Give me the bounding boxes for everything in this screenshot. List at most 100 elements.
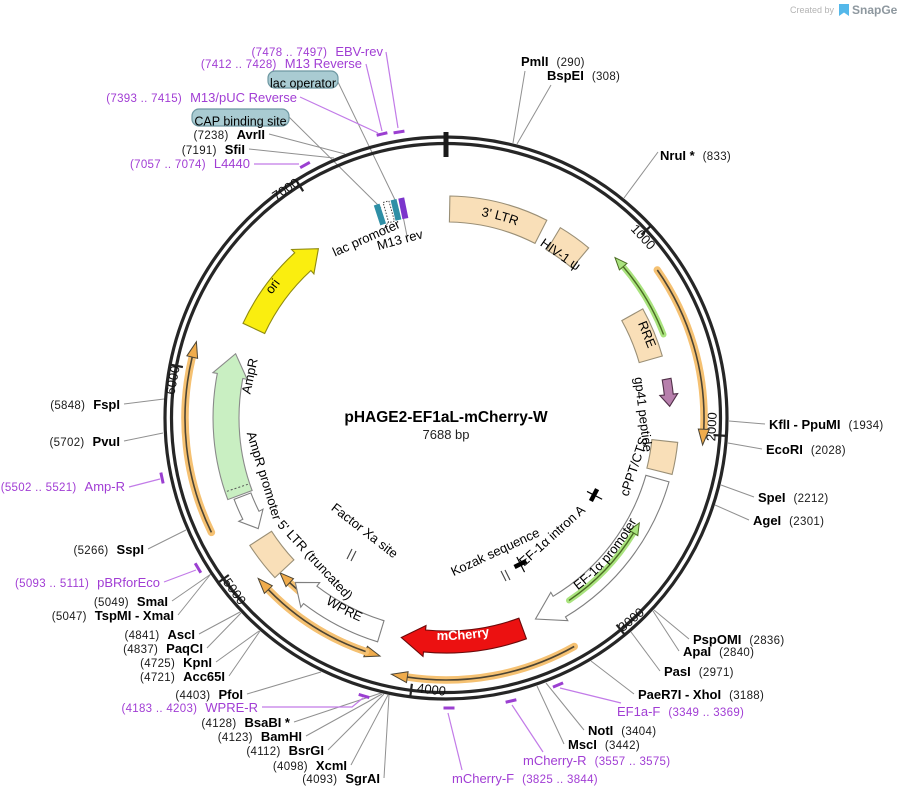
mini-block-lac-operator[interactable] bbox=[390, 198, 402, 221]
site-label-paer7i-xhoi-t1: (3188) bbox=[729, 690, 764, 702]
snapgene-brand-label-t0: SnapGene bbox=[852, 3, 898, 17]
mini-block-cap[interactable] bbox=[373, 203, 386, 226]
feature-ampr[interactable] bbox=[211, 352, 253, 501]
site-label-sspi-t1: SspI bbox=[117, 542, 144, 557]
site-label-bamhi[interactable]: (4123) BamHI bbox=[218, 729, 302, 744]
tick-label-1000-t0: 1000 bbox=[628, 221, 659, 252]
primer-label-mcherry-r[interactable]: mCherry-R (3557 .. 3575) bbox=[523, 753, 670, 768]
leader-lac-operator bbox=[336, 79, 398, 205]
orf-arrow-5[interactable] bbox=[181, 353, 216, 537]
site-label-tspmi-xmai[interactable]: (5047) TspMI - XmaI bbox=[52, 608, 174, 623]
site-label-xcmi[interactable]: (4098) XcmI bbox=[273, 758, 347, 773]
feature-label-factor-xa-site[interactable]: Factor Xa site bbox=[329, 500, 401, 561]
factor-xa-break-1 bbox=[346, 548, 353, 560]
primer-label-ef1a-f[interactable]: EF1a-F (3349 .. 3369) bbox=[617, 704, 744, 719]
feature-ef-1a-promoter[interactable] bbox=[534, 474, 670, 622]
site-label-acc65i[interactable]: (4721) Acc65I bbox=[140, 669, 225, 684]
site-label-msci[interactable]: MscI (3442) bbox=[568, 737, 640, 752]
site-label-xcmi-t1: XcmI bbox=[316, 758, 347, 773]
site-label-paqci[interactable]: (4837) PaqCI bbox=[123, 641, 203, 656]
snapgene-logo-icon bbox=[839, 4, 849, 16]
feature-5-ltr-truncated[interactable] bbox=[249, 530, 295, 579]
primer-label-mcherry-f[interactable]: mCherry-F (3825 .. 3844) bbox=[452, 771, 598, 786]
primer-label-amp-r[interactable]: (5502 .. 5521) Amp-R bbox=[1, 479, 125, 494]
feature-label-mcherry[interactable]: mCherry bbox=[437, 624, 492, 643]
site-label-pvui[interactable]: (5702) PvuI bbox=[49, 434, 120, 449]
primer-mark-m13-reverse bbox=[376, 131, 388, 137]
orf-arrow-5-core bbox=[184, 356, 213, 533]
primer-label-l4440-t1: L4440 bbox=[214, 156, 250, 171]
leader-smai bbox=[171, 573, 212, 602]
site-label-bsrgi[interactable]: (4112) BsrGI bbox=[246, 743, 324, 758]
feature-3-ltr[interactable] bbox=[448, 195, 548, 245]
kozak-break-1 bbox=[500, 570, 507, 582]
site-label-bspei-t0: BspEI bbox=[547, 68, 584, 83]
badge-cap-binding-site[interactable] bbox=[191, 108, 290, 127]
site-label-acc65i-t0: (4721) bbox=[140, 672, 175, 684]
primer-label-m13-reverse[interactable]: (7412 .. 7428) M13 Reverse bbox=[201, 56, 362, 71]
site-label-spei-t1: (2212) bbox=[793, 493, 828, 505]
tick-mark-4000 bbox=[409, 683, 413, 697]
site-label-spei[interactable]: SpeI (2212) bbox=[758, 490, 829, 505]
feature-wpre[interactable] bbox=[294, 581, 385, 643]
site-label-smai[interactable]: (5049) SmaI bbox=[94, 594, 168, 609]
feature-mcherry[interactable] bbox=[400, 617, 528, 658]
site-label-paer7i-xhoi[interactable]: PaeR7I - XhoI (3188) bbox=[638, 687, 764, 702]
site-label-kpni[interactable]: (4725) KpnI bbox=[140, 655, 212, 670]
site-label-apai[interactable]: ApaI (2840) bbox=[683, 644, 754, 659]
badge-lac-operator[interactable] bbox=[267, 70, 339, 89]
tick-mark-7000 bbox=[295, 179, 305, 192]
site-label-sfii[interactable]: (7191) SfiI bbox=[182, 142, 245, 157]
leader-msci bbox=[536, 685, 565, 745]
site-label-sfii-t0: (7191) bbox=[182, 145, 217, 157]
feature-cppt-cts[interactable] bbox=[646, 438, 679, 476]
site-label-bsrgi-t0: (4112) bbox=[246, 746, 280, 758]
primer-dash-amp-r bbox=[159, 472, 165, 484]
site-label-ecori[interactable]: EcoRI (2028) bbox=[766, 442, 846, 457]
site-label-sgrai-t0: (4093) bbox=[302, 774, 337, 786]
site-label-pspomi-t0: PspOMI bbox=[693, 632, 741, 647]
site-label-fspi[interactable]: (5848) FspI bbox=[50, 397, 120, 412]
site-label-smai-t0: (5049) bbox=[94, 597, 129, 609]
feature-label-ampr[interactable]: AmpR bbox=[239, 357, 261, 395]
site-label-bsabi[interactable]: (4128) BsaBI * bbox=[201, 715, 291, 730]
site-label-nrui-t0: NruI * bbox=[660, 148, 696, 163]
site-label-asci-t0: (4841) bbox=[124, 630, 159, 642]
site-label-kfli-ppumi[interactable]: KflI - PpuMI (1934) bbox=[769, 417, 884, 432]
feature-ampr-promoter[interactable] bbox=[233, 492, 264, 530]
primer-dash-pbrforeco bbox=[193, 562, 203, 574]
site-label-noti[interactable]: NotI (3404) bbox=[588, 723, 656, 738]
primer-label-l4440[interactable]: (7057 .. 7074) L4440 bbox=[130, 156, 250, 171]
site-label-nrui[interactable]: NruI * (833) bbox=[660, 148, 731, 163]
site-label-agei[interactable]: AgeI (2301) bbox=[753, 513, 824, 528]
site-label-asci[interactable]: (4841) AscI bbox=[124, 627, 195, 642]
site-label-pspomi[interactable]: PspOMI (2836) bbox=[693, 632, 784, 647]
site-label-bspei[interactable]: BspEI (308) bbox=[547, 68, 620, 83]
feature-gp41-peptide[interactable] bbox=[658, 377, 679, 408]
site-label-noti-t1: (3404) bbox=[621, 726, 656, 738]
site-label-sspi[interactable]: (5266) SspI bbox=[73, 542, 144, 557]
primer-label-m13-puc-reverse[interactable]: (7393 .. 7415) M13/pUC Reverse bbox=[106, 90, 297, 105]
primer-dash-m13-reverse bbox=[376, 131, 388, 137]
feature-ori[interactable] bbox=[242, 248, 320, 335]
feature-label-factor-xa-site-t0: Factor Xa site bbox=[329, 500, 401, 561]
primer-label-ebv-rev[interactable]: (7478 .. 7497) EBV-rev bbox=[252, 44, 384, 59]
site-label-pfoi[interactable]: (4403) PfoI bbox=[175, 687, 243, 702]
feature-hiv-1-psi[interactable] bbox=[546, 226, 590, 269]
leader-amp-r bbox=[128, 478, 161, 488]
feature-rre[interactable] bbox=[621, 308, 663, 364]
badge-cap-binding-site-label-t0: CAP binding site bbox=[194, 115, 286, 129]
mini-block-m13-rev[interactable] bbox=[398, 197, 409, 220]
plasmid-title-t0: pHAGE2-EF1aL-mCherry-W bbox=[344, 409, 548, 426]
primer-label-pbrforeco[interactable]: (5093 .. 5111) pBRforEco bbox=[15, 575, 160, 590]
site-label-bamhi-t0: (4123) bbox=[218, 732, 253, 744]
tick-label-4000: 4000 bbox=[416, 680, 447, 698]
site-label-pasi[interactable]: PasI (2971) bbox=[664, 664, 734, 679]
primer-label-wpre-r-t1: WPRE-R bbox=[205, 700, 258, 715]
site-label-pvui-t1: PvuI bbox=[93, 434, 120, 449]
leader-ebv-rev bbox=[385, 51, 399, 129]
site-label-pmli[interactable]: PmlI (290) bbox=[521, 54, 585, 69]
site-label-sgrai[interactable]: (4093) SgrAI bbox=[302, 771, 380, 786]
primer-label-wpre-r[interactable]: (4183 .. 4203) WPRE-R bbox=[121, 700, 258, 715]
site-label-avrii[interactable]: (7238) AvrII bbox=[194, 127, 265, 142]
